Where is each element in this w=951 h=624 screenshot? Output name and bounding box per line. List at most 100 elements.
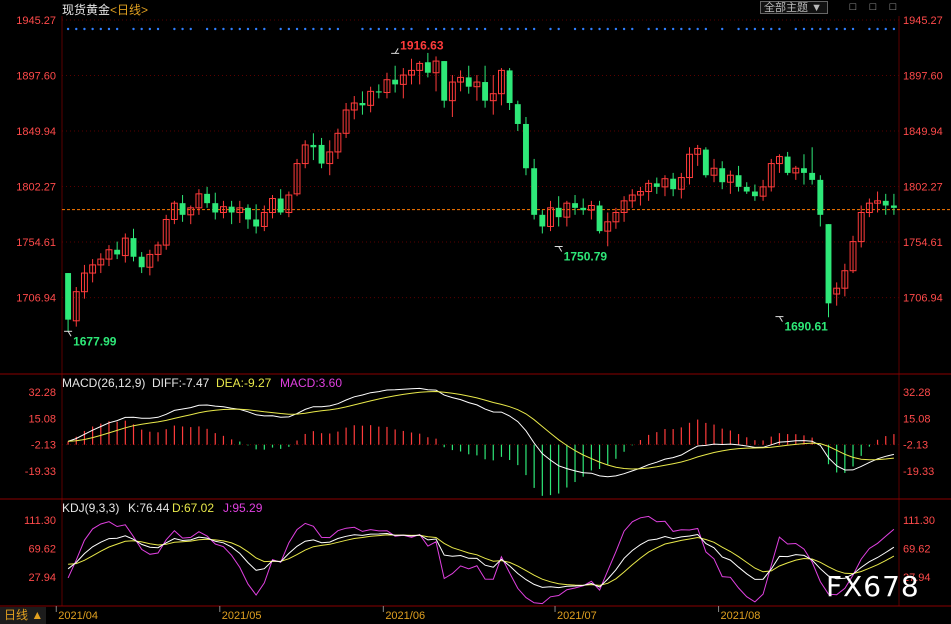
signal-dot xyxy=(173,27,176,31)
macd-title: MACD(26,12,9) xyxy=(62,376,145,390)
signal-dot xyxy=(361,27,364,31)
candle-body xyxy=(767,163,775,188)
candle-body xyxy=(726,174,734,183)
signal-dot xyxy=(745,27,748,31)
candle-body xyxy=(751,191,758,197)
signal-dot xyxy=(140,27,143,31)
kdj-d-label: D:67.02 xyxy=(172,501,214,515)
signal-dot xyxy=(385,27,389,31)
candle-body xyxy=(65,273,72,320)
signal-dot xyxy=(802,27,806,31)
candle-body xyxy=(293,163,301,195)
timeframe-button[interactable]: 日线 ▲ xyxy=(0,607,46,624)
watermark: FX678 xyxy=(826,570,920,603)
candle-body xyxy=(375,91,382,93)
minimize-button[interactable]: □ xyxy=(849,1,857,13)
restore-button[interactable]: □ xyxy=(869,1,877,13)
candle-body xyxy=(285,194,293,213)
date-tick-label: 2021/04 xyxy=(58,610,98,622)
candle-body xyxy=(326,151,334,165)
macd-tick-label-right: 15.08 xyxy=(903,413,931,425)
candle-body xyxy=(72,291,80,322)
signal-dot xyxy=(214,27,217,31)
signal-dot xyxy=(263,27,266,31)
date-tick-label: 2021/08 xyxy=(721,610,761,622)
signal-dot xyxy=(443,27,446,31)
candle-body xyxy=(367,90,375,106)
macd-tick-label-left: -19.33 xyxy=(25,466,56,478)
candle-body xyxy=(572,203,578,208)
annotation-pointer xyxy=(394,48,399,54)
signal-dot xyxy=(475,27,479,31)
signal-dot xyxy=(483,27,487,31)
price-tick-label-right: 1706.94 xyxy=(903,293,943,305)
candle-body xyxy=(392,79,399,85)
signal-dot xyxy=(655,27,658,31)
macd-tick-label-right: -2.13 xyxy=(903,440,928,452)
topic-label: 全部主题 xyxy=(764,2,808,14)
signal-dot xyxy=(320,27,323,31)
price-tick-label-left: 1897.60 xyxy=(16,71,56,83)
candle-body xyxy=(105,249,113,260)
candle-body xyxy=(514,104,521,124)
candle-body xyxy=(686,153,693,179)
candle-body xyxy=(636,191,644,196)
price-tick-label-left: 1706.94 xyxy=(16,293,56,305)
signal-dot xyxy=(181,27,184,31)
signal-dot xyxy=(238,27,241,31)
signal-dot xyxy=(884,27,887,31)
signal-dot xyxy=(328,27,331,31)
candle-body xyxy=(269,198,276,213)
candle-body xyxy=(130,238,137,257)
close-button[interactable]: □ xyxy=(889,1,897,13)
signal-dot xyxy=(606,27,609,31)
signal-dot xyxy=(254,27,258,31)
signal-dot xyxy=(549,27,552,31)
price-tick-label-right: 1945.27 xyxy=(903,15,943,27)
signal-dot xyxy=(770,27,773,31)
candle-body xyxy=(399,74,407,85)
signal-dot xyxy=(835,27,838,31)
candle-body xyxy=(334,132,342,153)
signal-dot xyxy=(582,27,585,31)
price-tick-label-left: 1945.27 xyxy=(16,15,56,27)
candle-body xyxy=(253,219,260,227)
topic-dropdown-button[interactable]: 全部主题 ▼ xyxy=(760,1,828,14)
signal-dot xyxy=(189,27,192,31)
candle-body xyxy=(506,70,513,104)
candle-body xyxy=(465,77,472,87)
candle-body xyxy=(424,62,431,73)
candle-body xyxy=(882,200,889,206)
signal-dot xyxy=(279,27,282,31)
signal-dot xyxy=(451,27,454,31)
signal-dot xyxy=(434,27,438,31)
date-tick-label: 2021/07 xyxy=(557,610,597,622)
macd-dea-label: DEA:-9.27 xyxy=(216,376,272,390)
signal-dot xyxy=(663,27,667,31)
signal-dot xyxy=(671,27,675,31)
signal-dot xyxy=(810,27,814,31)
kdj-j-line xyxy=(67,515,895,605)
candle-body xyxy=(301,144,309,165)
signal-dot xyxy=(222,27,225,31)
period-label[interactable]: <日线> xyxy=(110,3,149,17)
candle-body xyxy=(228,206,235,213)
candle-body xyxy=(383,79,391,94)
candle-body xyxy=(187,207,195,216)
signal-dot xyxy=(467,27,470,31)
candle-body xyxy=(702,149,709,176)
candle-body xyxy=(792,167,800,174)
signal-dot xyxy=(426,27,430,31)
candle-body xyxy=(628,194,636,202)
signal-dot xyxy=(91,27,94,31)
candle-body xyxy=(587,205,595,211)
annotation-pointer xyxy=(67,331,72,337)
kdj-tick-label-right: 111.30 xyxy=(903,515,935,527)
signal-dot xyxy=(393,27,397,31)
instrument-name: 现货黄金 xyxy=(62,3,111,17)
signal-dot xyxy=(148,27,152,31)
candle-body xyxy=(604,221,612,232)
candle-body xyxy=(448,81,456,102)
candle-body xyxy=(563,202,571,218)
